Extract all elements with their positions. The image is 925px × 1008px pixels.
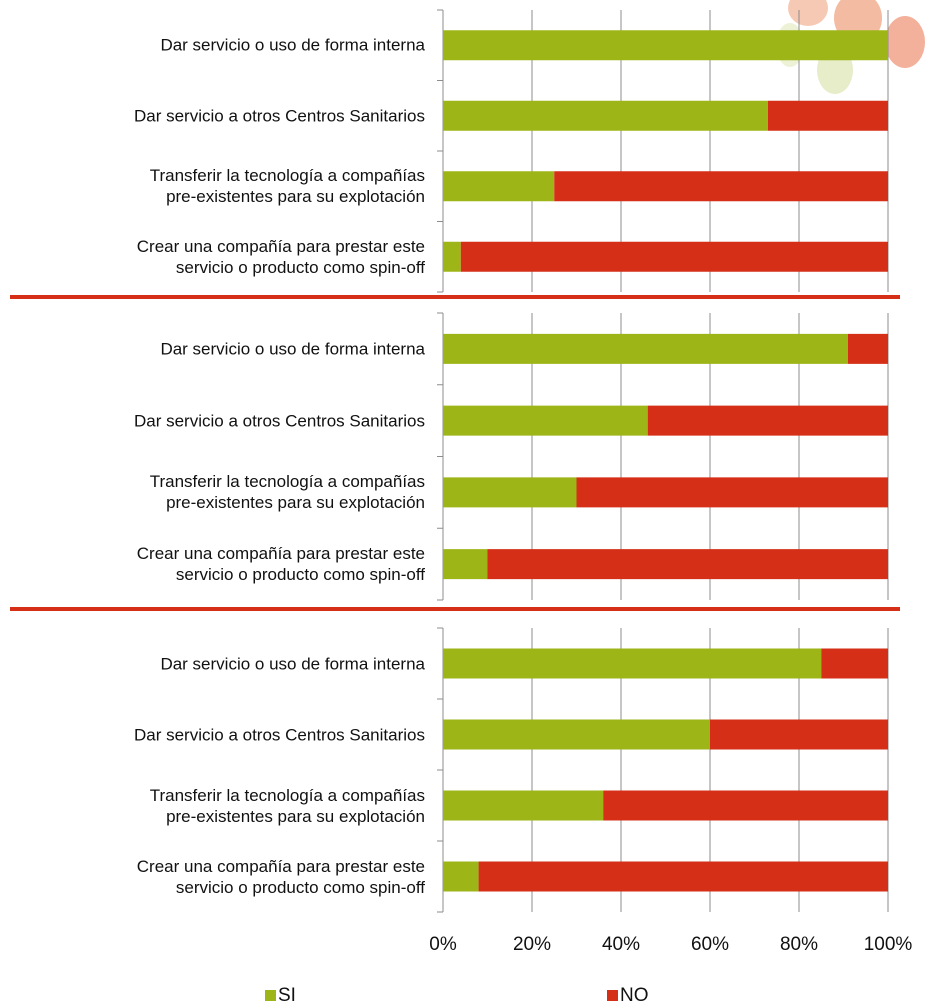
x-tick-label: 100% <box>864 934 913 955</box>
bar-segment <box>648 406 888 436</box>
category-label: Transferir la tecnología a compañías pre… <box>150 785 425 827</box>
legend-swatch <box>265 990 276 1001</box>
bar-segment <box>443 30 888 60</box>
bar-segment <box>848 334 888 364</box>
bar-segment <box>443 791 603 821</box>
bar-segment <box>443 406 648 436</box>
category-label: Dar servicio o uso de forma interna <box>160 35 425 56</box>
x-tick-label: 80% <box>780 934 818 955</box>
bar-segment <box>554 171 888 201</box>
legend-label: NO <box>620 985 649 1006</box>
category-label: Transferir la tecnología a compañías pre… <box>150 165 425 207</box>
bar-segment <box>443 101 768 131</box>
bar-segment <box>710 720 888 750</box>
page: 0% 20% 40% 60% 80% 100% SI NO Dar servicio o us… <box>0 0 925 1008</box>
bar-segment <box>488 549 889 579</box>
category-label: Dar servicio a otros Centros Sanitarios <box>134 410 425 431</box>
bar-segment <box>443 862 479 892</box>
category-label: Transferir la tecnología a compañías pre… <box>150 471 425 513</box>
legend-swatch <box>607 990 618 1001</box>
bar-segment <box>821 649 888 679</box>
category-label: Dar servicio a otros Centros Sanitarios <box>134 105 425 126</box>
bar-segment <box>461 242 888 272</box>
bar-segment <box>443 549 488 579</box>
bar-segment <box>603 791 888 821</box>
bar-segment <box>443 171 554 201</box>
bar-segment <box>479 862 888 892</box>
bar-segment <box>577 477 889 507</box>
bar-segment <box>768 101 888 131</box>
bar-segment <box>443 477 577 507</box>
bar-segment <box>443 334 848 364</box>
category-label: Crear una compañía para prestar este ser… <box>137 543 425 585</box>
category-label: Dar servicio o uso de forma interna <box>160 338 425 359</box>
bar-segment <box>443 242 461 272</box>
category-label: Crear una compañía para prestar este ser… <box>137 236 425 278</box>
category-label: Dar servicio o uso de forma interna <box>160 653 425 674</box>
category-label: Crear una compañía para prestar este ser… <box>137 856 425 898</box>
x-tick-label: 20% <box>513 934 551 955</box>
bar-segment <box>443 720 710 750</box>
x-tick-label: 60% <box>691 934 729 955</box>
x-tick-label: 0% <box>429 934 457 955</box>
bar-segment <box>443 649 821 679</box>
x-tick-label: 40% <box>602 934 640 955</box>
category-label: Dar servicio a otros Centros Sanitarios <box>134 724 425 745</box>
legend-label: SI <box>278 985 296 1006</box>
